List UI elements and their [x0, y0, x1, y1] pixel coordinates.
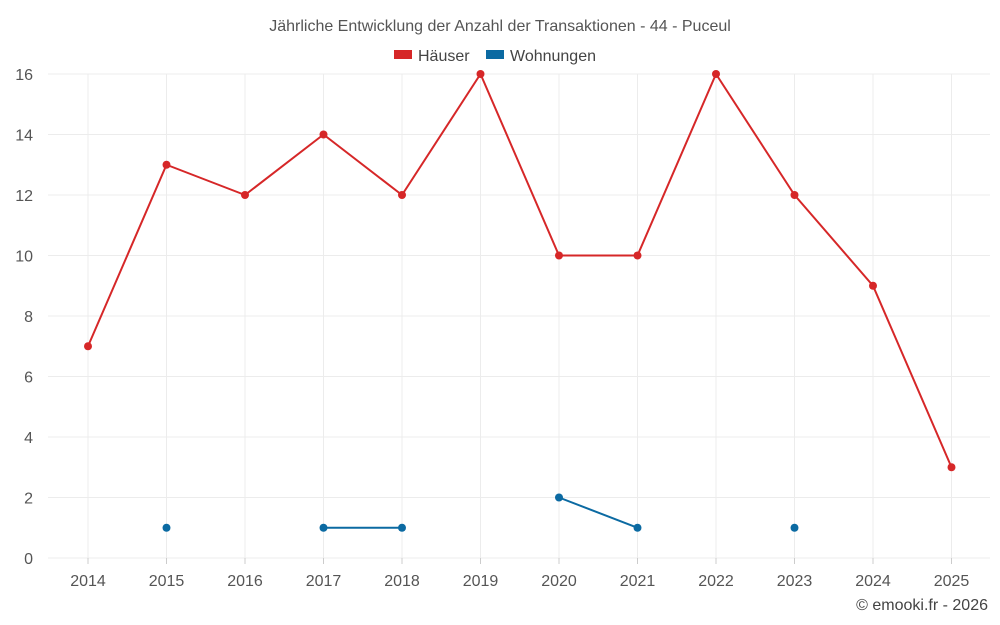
y-tick-label: 12: [15, 188, 33, 205]
data-point-haeuser-2022[interactable]: [712, 70, 720, 78]
chart-title: Jährliche Entwicklung der Anzahl der Tra…: [269, 18, 731, 35]
y-tick-label: 0: [24, 551, 33, 568]
data-point-wohnungen-2021[interactable]: [633, 523, 642, 532]
series-line-segment-wohnungen: [558, 496, 639, 529]
legend-label-haeuser: Häuser: [418, 48, 470, 65]
y-tick-label: 6: [24, 370, 33, 387]
legend-item-haeuser[interactable]: Häuser: [394, 48, 470, 65]
y-tick-label: 16: [15, 67, 33, 84]
credit-text: © emooki.fr - 2026: [856, 597, 988, 614]
legend-item-wohnungen[interactable]: Wohnungen: [486, 48, 596, 65]
x-tick-label: 2017: [306, 573, 342, 590]
series-line-segment-haeuser: [636, 73, 717, 257]
data-point-wohnungen-2023[interactable]: [790, 523, 799, 532]
x-tick-label: 2024: [855, 573, 891, 590]
x-axis: 2014 2015 2016 2017 2018 2019 2020 2021 2022 2023…: [70, 558, 969, 590]
data-point-haeuser-2016[interactable]: [241, 191, 249, 199]
series-haeuser: [84, 70, 956, 472]
y-tick-label: 8: [24, 309, 33, 326]
series-line-segment-haeuser: [165, 163, 246, 196]
data-point-haeuser-2024[interactable]: [869, 281, 877, 290]
x-tick-label: 2015: [149, 573, 185, 590]
data-point-wohnungen-2020[interactable]: [555, 493, 563, 502]
data-point-haeuser-2020[interactable]: [555, 251, 563, 260]
series-line-segment-haeuser: [793, 194, 874, 287]
series-line-segment-haeuser: [872, 284, 953, 469]
data-point-haeuser-2014[interactable]: [84, 342, 92, 351]
series-layer: [84, 70, 956, 532]
series-line-segment-haeuser: [715, 73, 796, 196]
series-line-segment-haeuser: [244, 133, 325, 196]
legend: Häuser Wohnungen: [394, 48, 596, 65]
legend-label-wohnungen: Wohnungen: [510, 48, 596, 65]
data-point-haeuser-2018[interactable]: [398, 191, 406, 199]
x-tick-label: 2018: [384, 573, 420, 590]
x-tick-label: 2022: [698, 573, 734, 590]
x-tick-label: 2019: [463, 573, 499, 590]
x-tick-label: 2020: [541, 573, 577, 590]
data-point-haeuser-2021[interactable]: [633, 251, 642, 260]
data-point-haeuser-2023[interactable]: [790, 191, 799, 199]
y-tick-label: 2: [24, 491, 33, 508]
legend-swatch-haeuser: [394, 50, 412, 59]
data-point-wohnungen-2015[interactable]: [162, 523, 171, 532]
series-line-segment-haeuser: [322, 133, 403, 196]
series-wohnungen: [162, 493, 799, 532]
x-tick-label: 2021: [620, 573, 656, 590]
series-line-segment-haeuser: [479, 73, 560, 257]
x-tick-label: 2025: [934, 573, 970, 590]
x-tick-label: 2016: [227, 573, 263, 590]
grid: [48, 73, 990, 559]
series-line-segment-haeuser: [401, 73, 482, 196]
data-point-haeuser-2025[interactable]: [947, 463, 956, 472]
legend-swatch-wohnungen: [486, 50, 504, 59]
x-tick-label: 2023: [777, 573, 813, 590]
data-point-haeuser-2019[interactable]: [476, 70, 485, 78]
data-point-wohnungen-2018[interactable]: [398, 523, 406, 532]
data-point-haeuser-2015[interactable]: [162, 160, 171, 169]
data-point-haeuser-2017[interactable]: [319, 130, 328, 139]
y-tick-label: 10: [15, 249, 33, 266]
y-axis: 0 2 4 6 8 10 12 14 16: [15, 67, 33, 568]
y-tick-label: 4: [24, 430, 33, 447]
data-point-wohnungen-2017[interactable]: [319, 523, 328, 532]
x-tick-label: 2014: [70, 573, 106, 590]
y-tick-label: 14: [15, 128, 33, 145]
series-line-segment-haeuser: [87, 163, 168, 348]
